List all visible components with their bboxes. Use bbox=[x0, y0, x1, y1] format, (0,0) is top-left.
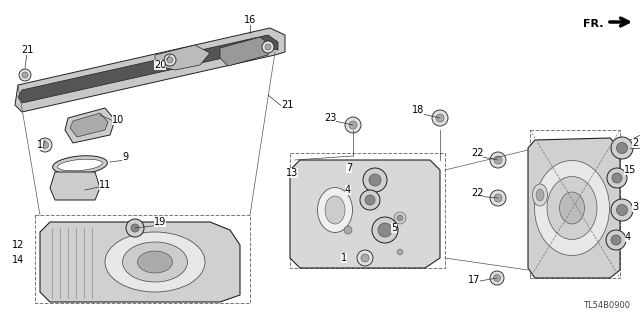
Text: 12: 12 bbox=[12, 240, 24, 250]
Circle shape bbox=[361, 254, 369, 262]
Ellipse shape bbox=[536, 189, 544, 201]
Text: 10: 10 bbox=[112, 115, 124, 125]
Polygon shape bbox=[65, 108, 115, 143]
Text: 19: 19 bbox=[154, 217, 166, 227]
Text: 13: 13 bbox=[286, 168, 298, 178]
Text: 2: 2 bbox=[632, 138, 638, 148]
Circle shape bbox=[372, 217, 398, 243]
Bar bbox=[530, 130, 620, 278]
Ellipse shape bbox=[122, 242, 188, 282]
Circle shape bbox=[360, 190, 380, 210]
Circle shape bbox=[22, 72, 28, 78]
Circle shape bbox=[131, 224, 139, 232]
Circle shape bbox=[493, 275, 500, 281]
Text: 16: 16 bbox=[244, 15, 256, 25]
Ellipse shape bbox=[532, 184, 547, 206]
Ellipse shape bbox=[559, 192, 584, 224]
Circle shape bbox=[616, 204, 627, 216]
Bar bbox=[35, 215, 250, 303]
Ellipse shape bbox=[138, 251, 173, 273]
Polygon shape bbox=[155, 45, 210, 70]
Text: 4: 4 bbox=[625, 232, 631, 242]
Text: 5: 5 bbox=[391, 223, 397, 233]
Circle shape bbox=[42, 142, 49, 149]
Polygon shape bbox=[18, 35, 278, 103]
Circle shape bbox=[167, 57, 173, 63]
Ellipse shape bbox=[397, 215, 403, 221]
Text: 20: 20 bbox=[154, 60, 166, 70]
Circle shape bbox=[490, 271, 504, 285]
Circle shape bbox=[378, 223, 392, 237]
Text: 11: 11 bbox=[99, 180, 111, 190]
Ellipse shape bbox=[325, 196, 345, 224]
Text: TL54B0900: TL54B0900 bbox=[583, 301, 630, 310]
Text: 21: 21 bbox=[281, 100, 293, 110]
Circle shape bbox=[607, 168, 627, 188]
Circle shape bbox=[611, 199, 633, 221]
Circle shape bbox=[164, 54, 176, 66]
Text: 17: 17 bbox=[468, 275, 480, 285]
Text: 9: 9 bbox=[122, 152, 128, 162]
Ellipse shape bbox=[394, 212, 406, 224]
Circle shape bbox=[262, 41, 274, 53]
Polygon shape bbox=[15, 28, 285, 112]
Polygon shape bbox=[528, 138, 620, 278]
Ellipse shape bbox=[52, 156, 108, 174]
Circle shape bbox=[265, 44, 271, 50]
Text: 15: 15 bbox=[624, 165, 636, 175]
Text: 4: 4 bbox=[345, 185, 351, 195]
Circle shape bbox=[357, 250, 373, 266]
Text: FR.: FR. bbox=[584, 19, 604, 29]
Circle shape bbox=[126, 219, 144, 237]
Circle shape bbox=[369, 174, 381, 186]
Polygon shape bbox=[70, 113, 108, 137]
Text: 3: 3 bbox=[632, 202, 638, 212]
Polygon shape bbox=[50, 172, 100, 200]
Circle shape bbox=[616, 143, 627, 153]
Text: 23: 23 bbox=[324, 113, 336, 123]
Text: 22: 22 bbox=[471, 188, 483, 198]
Ellipse shape bbox=[105, 232, 205, 292]
Ellipse shape bbox=[534, 160, 609, 256]
Circle shape bbox=[611, 235, 621, 245]
Circle shape bbox=[490, 190, 506, 206]
Circle shape bbox=[611, 137, 633, 159]
Polygon shape bbox=[40, 222, 240, 302]
Ellipse shape bbox=[58, 159, 102, 171]
Polygon shape bbox=[220, 37, 270, 66]
Text: 1: 1 bbox=[37, 140, 43, 150]
Circle shape bbox=[38, 138, 52, 152]
Circle shape bbox=[436, 114, 444, 122]
Circle shape bbox=[490, 152, 506, 168]
Ellipse shape bbox=[317, 188, 353, 233]
Bar bbox=[290, 153, 445, 268]
Text: 1: 1 bbox=[341, 253, 347, 263]
Circle shape bbox=[349, 121, 357, 129]
Circle shape bbox=[432, 110, 448, 126]
Circle shape bbox=[363, 168, 387, 192]
Text: 14: 14 bbox=[12, 255, 24, 265]
Ellipse shape bbox=[547, 176, 597, 240]
Text: 21: 21 bbox=[21, 45, 33, 55]
Ellipse shape bbox=[344, 226, 352, 234]
Circle shape bbox=[365, 195, 375, 205]
Ellipse shape bbox=[397, 249, 403, 255]
Circle shape bbox=[606, 230, 626, 250]
Text: 22: 22 bbox=[471, 148, 483, 158]
Text: 18: 18 bbox=[412, 105, 424, 115]
Text: 7: 7 bbox=[346, 163, 352, 173]
Circle shape bbox=[494, 156, 502, 164]
Circle shape bbox=[494, 194, 502, 202]
Polygon shape bbox=[290, 160, 440, 268]
Circle shape bbox=[345, 117, 361, 133]
Circle shape bbox=[19, 69, 31, 81]
Circle shape bbox=[612, 173, 622, 183]
